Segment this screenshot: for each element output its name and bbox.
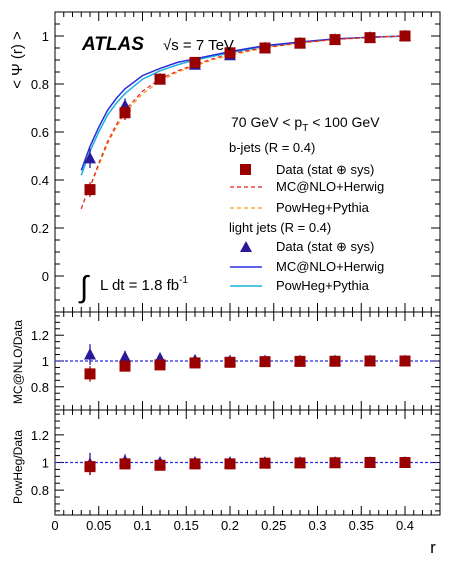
y-tick-label: 0.4 <box>31 173 49 188</box>
ljets-mcnlo-curve <box>80 35 406 171</box>
ratio1-bjets-point <box>294 355 306 367</box>
legend-ljets-data-label: Data (stat ⊕ sys) <box>276 239 374 254</box>
ratio2-bjets-point <box>329 457 341 469</box>
ratio2-ylabel: PowHeg/Data <box>11 430 25 504</box>
lumi-integral-sign: ∫ <box>78 271 90 304</box>
ratio1-bjets-point <box>154 359 166 371</box>
legend-bjets-data-label: Data (stat ⊕ sys) <box>276 162 374 177</box>
bjets-mcnlo-curve <box>80 35 406 210</box>
ratio1-bjets-point <box>399 355 411 367</box>
y-tick-label: 0.2 <box>31 221 49 236</box>
legend-bjets-title: b-jets (R = 0.4) <box>229 140 315 155</box>
y-tick-label: 0.8 <box>31 77 49 92</box>
x-tick-label: 0.05 <box>86 518 111 533</box>
ratio1-ylabel: MC@NLO/Data <box>11 320 25 405</box>
bjets-data-point <box>119 107 131 119</box>
x-tick-label: 0.1 <box>133 518 151 533</box>
legend-ljets-mcnlo-label: MC@NLO+Herwig <box>276 259 384 274</box>
ratio2-bjets-point <box>294 457 306 469</box>
ratio2-bjets-point <box>84 461 96 473</box>
bjets-data-point <box>294 37 306 49</box>
x-tick-label: 0.4 <box>396 518 414 533</box>
bjets-data-point <box>329 34 341 46</box>
y-tick-label: 0.8 <box>31 380 49 395</box>
y-tick-label: 1 <box>42 354 49 369</box>
y-tick-label: 1 <box>42 29 49 44</box>
ratio2-bjets-point <box>119 458 131 470</box>
y-tick-label: 0.6 <box>31 125 49 140</box>
ratio2-bjets-point <box>224 458 236 470</box>
ratio1-bjets-point <box>189 357 201 369</box>
x-tick-label: 0.35 <box>349 518 374 533</box>
ratio1-ljets-point <box>84 348 96 360</box>
x-axis-label: r <box>430 538 436 557</box>
x-tick-label: 0.15 <box>174 518 199 533</box>
bjets-data-point <box>224 47 236 59</box>
legend-ljets-data-marker <box>240 241 252 252</box>
experiment-label: ATLAS <box>81 34 144 55</box>
legend-bjets-data-marker <box>240 164 251 175</box>
ratio1-bjets-point <box>259 356 271 368</box>
ratio2-bjets-point <box>364 457 376 468</box>
y-tick-label: 1.2 <box>31 328 49 343</box>
x-tick-label: 0.2 <box>221 518 239 533</box>
ratio2-bjets-point <box>259 457 271 469</box>
bjets-data-point <box>259 42 271 54</box>
ratio1-ljets-point <box>119 350 131 363</box>
tick-labels: 0 0.05 0.1 0.15 0.2 0.25 0.3 0.35 0.4 0 0.2 0.4 0.6 0… <box>31 29 414 533</box>
ratio1-bjets-point <box>84 368 96 380</box>
x-tick-label: 0.25 <box>261 518 286 533</box>
pt-range-label: 70 GeV < pT < 100 GeV <box>231 114 380 134</box>
bjets-data-point <box>84 184 96 196</box>
ratio1-bjets-point <box>364 355 376 367</box>
ratio1-bjets-point <box>329 355 341 367</box>
legend-ljets-powheg-label: PowHeg+Pythia <box>276 278 370 293</box>
x-tick-label: 0 <box>51 518 58 533</box>
energy-label: √s = 7 TeV <box>163 37 234 54</box>
legend-bjets-mcnlo-label: MC@NLO+Herwig <box>276 179 384 194</box>
legend-bjets-powheg-label: PowHeg+Pythia <box>276 200 370 215</box>
ratio2-bjets-point <box>399 457 411 468</box>
bjets-data-point <box>189 56 201 68</box>
y-tick-label: 1 <box>42 456 49 471</box>
x-tick-label: 0.3 <box>308 518 326 533</box>
bjets-data-point <box>364 32 376 44</box>
bjets-data-point <box>154 73 166 85</box>
legend-ljets-title: light jets (R = 0.4) <box>229 220 331 235</box>
axis-ticks <box>54 11 441 515</box>
ratio-reference-lines <box>55 360 440 464</box>
mc-curves <box>80 35 406 210</box>
bjets-data-point <box>399 30 411 42</box>
data-points <box>84 29 411 475</box>
y-tick-label: 0 <box>42 269 49 284</box>
y-tick-label: 0.8 <box>31 483 49 498</box>
bjets-powheg-curve <box>80 35 406 210</box>
ratio1-bjets-point <box>224 356 236 368</box>
top-ylabel: < Ψ (r) > <box>9 31 26 89</box>
ratio2-bjets-point <box>154 459 166 471</box>
y-tick-label: 1.2 <box>31 428 49 443</box>
ljets-data-point <box>84 151 96 164</box>
lumi-label: L dt = 1.8 fb-1 <box>100 275 188 294</box>
ratio2-bjets-point <box>189 458 201 470</box>
ratio1-bjets-point <box>119 360 131 372</box>
